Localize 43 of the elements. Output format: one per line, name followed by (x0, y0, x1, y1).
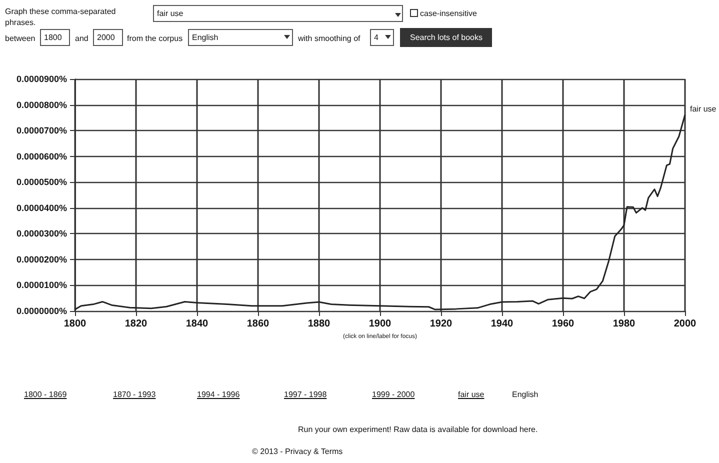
text: 1999 - 2000 (372, 389, 415, 400)
x-tick-label: 1880 (308, 318, 331, 330)
y-tick-label: 0.0000400% (16, 202, 67, 213)
y-tick-label: 0.0000600% (16, 151, 67, 162)
x-tick-label: 1960 (552, 318, 575, 330)
x-tick-label: 2000 (674, 318, 697, 330)
x-tick-label: 1920 (430, 318, 453, 330)
text: 1800 (40, 29, 70, 46)
x-tick-label: 1860 (246, 318, 270, 330)
text: between (5, 33, 36, 44)
x-tick-label: 1980 (612, 318, 636, 330)
y-tick-label: 0.0000900% (16, 74, 67, 84)
y-tick-label: 0.0000800% (16, 100, 67, 110)
text: case-insensitive (420, 8, 477, 19)
text: Search lots of books (400, 28, 492, 47)
y-tick-label: 0.0000300% (16, 228, 67, 239)
text: English (512, 389, 538, 400)
text: fair use (153, 5, 403, 22)
text: Graph these comma-separated phrases. (5, 6, 117, 28)
text: with smoothing of (298, 33, 360, 44)
x-tick-label: 1840 (186, 318, 209, 330)
y-tick-label: 0.0000100% (16, 280, 67, 290)
y-tick-label: 0.0000000% (16, 306, 67, 316)
text: 4 (370, 29, 394, 46)
text: © 2013 - Privacy & Terms (252, 446, 343, 457)
y-tick-label: 0.0000700% (16, 126, 67, 136)
text: 1994 - 1996 (197, 389, 240, 400)
y-tick-label: 0.0000200% (16, 254, 67, 264)
text: fair use (458, 389, 484, 400)
text: 1870 - 1993 (113, 389, 156, 400)
text: and (75, 33, 88, 44)
text: from the corpus (127, 33, 183, 44)
text: 1800 - 1869 (24, 389, 67, 400)
text: English (188, 29, 293, 46)
x-tick-label: 1800 (64, 318, 87, 330)
text: 2000 (93, 29, 123, 46)
x-tick-label: 1820 (124, 318, 148, 330)
series-label: fair use (690, 104, 717, 114)
text: Run your own experiment! Raw data is available for download here. (298, 424, 538, 435)
y-tick-label: 0.0000500% (16, 177, 67, 188)
text: 1997 - 1998 (284, 389, 327, 400)
x-tick-label: 1900 (368, 318, 392, 330)
x-tick-label: 1940 (490, 318, 514, 330)
